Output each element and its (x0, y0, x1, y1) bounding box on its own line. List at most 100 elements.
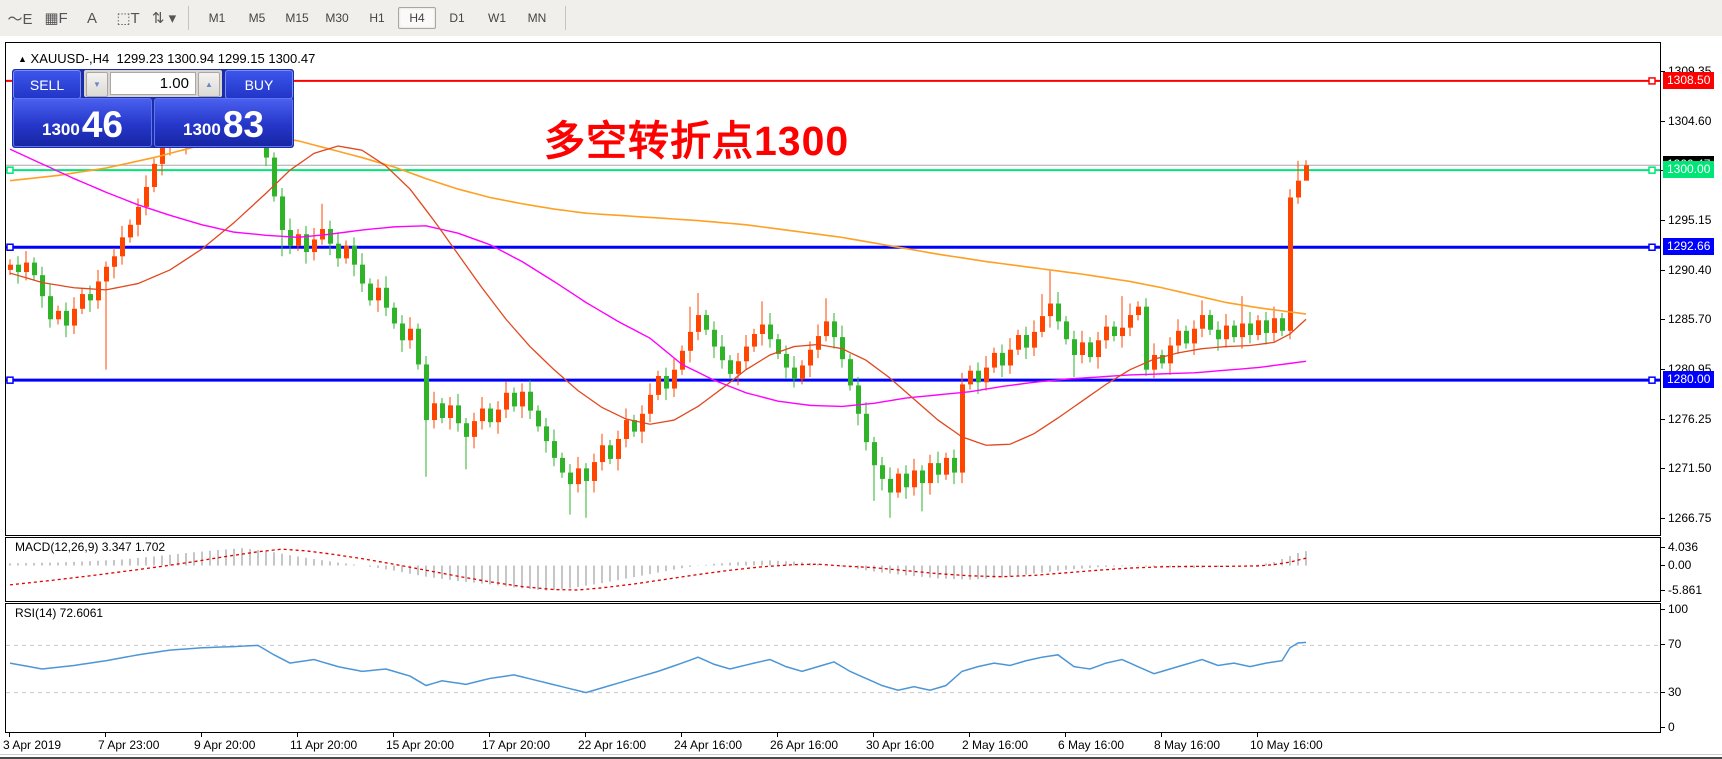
candle (928, 454, 933, 495)
time-axis-label: 22 Apr 16:00 (578, 738, 647, 752)
candle (536, 405, 541, 432)
time-axis-label: 17 Apr 20:00 (482, 738, 551, 752)
macd-pane-svg[interactable] (6, 538, 1660, 601)
sell-price-big: 46 (81, 104, 123, 145)
volume-increase-button[interactable]: ▲ (198, 72, 220, 97)
time-tick-mark (489, 733, 490, 737)
candle (656, 370, 661, 401)
candle (544, 417, 549, 453)
candle (1088, 337, 1093, 363)
candle (696, 293, 701, 341)
price-axis-label: 1304.60 (1668, 113, 1712, 128)
timeframe-button-mn[interactable]: MN (527, 11, 547, 25)
buy-button[interactable]: BUY (225, 70, 293, 99)
time-tick-mark (777, 733, 778, 737)
macd-pane[interactable]: MACD(12,26,9) 3.347 1.702 (5, 537, 1661, 602)
time-axis-label: 11 Apr 20:00 (290, 738, 358, 752)
timeframe-button-m1[interactable]: M1 (208, 11, 226, 25)
sell-button[interactable]: SELL (13, 70, 81, 99)
candle (1016, 329, 1021, 355)
text-label-icon[interactable]: A (86, 9, 97, 27)
volume-decrease-button[interactable]: ▼ (86, 72, 108, 97)
time-axis-label: 9 Apr 20:00 (194, 738, 256, 752)
cycles-icon[interactable]: ⇅ ▾ (151, 10, 177, 27)
price-tag-1280.00: 1280.00 (1663, 371, 1715, 389)
candle (1232, 320, 1237, 343)
timeframe-button-m30[interactable]: M30 (325, 11, 349, 25)
ma-fast-redorange (9, 145, 1307, 446)
text-box-icon[interactable]: ⬚T (116, 10, 140, 27)
axis-tick-mark (1661, 589, 1665, 591)
indicators-icon[interactable]: 〜E (7, 10, 33, 28)
candle (1256, 315, 1261, 341)
candle (1288, 189, 1293, 340)
volume-value[interactable]: 1.00 (110, 72, 196, 95)
candle (120, 225, 125, 265)
candle (1144, 298, 1149, 376)
candle (1056, 291, 1061, 330)
candle (16, 256, 21, 284)
candle (1304, 160, 1309, 181)
timeframe-button-d1[interactable]: D1 (449, 11, 465, 25)
candle (88, 285, 93, 312)
time-tick-mark (1161, 733, 1162, 737)
chart-title: ▲ XAUUSD-,H4 1299.23 1300.94 1299.15 130… (18, 51, 315, 66)
candle (664, 367, 669, 401)
candle (496, 401, 501, 434)
timeframe-button-m5[interactable]: M5 (248, 11, 266, 25)
price-axis-label: 1290.40 (1668, 262, 1712, 277)
candle (944, 452, 949, 480)
candle (752, 328, 757, 352)
candle (24, 251, 29, 281)
candle (1160, 349, 1165, 369)
candle (280, 188, 285, 257)
rsi-pane[interactable]: RSI(14) 72.6061 (5, 603, 1661, 733)
candle (80, 288, 85, 315)
line-anchor (1648, 243, 1656, 251)
collapse-triangle-icon[interactable]: ▲ (18, 54, 27, 64)
candle (688, 306, 693, 363)
candle (32, 257, 37, 281)
templates-grid-icon[interactable]: ▦F (44, 10, 68, 27)
price-axis-label: 1271.50 (1668, 461, 1712, 476)
timeframe-button-w1[interactable]: W1 (488, 11, 506, 25)
timeframe-button-h4[interactable]: H4 (398, 7, 436, 29)
candle (840, 325, 845, 368)
time-axis-label: 3 Apr 2019 (3, 738, 62, 752)
rsi-axis-label: 30 (1668, 684, 1682, 699)
sell-price-box[interactable]: 1300 46 (13, 98, 152, 147)
chart-window[interactable]: ▲ XAUUSD-,H4 1299.23 1300.94 1299.15 130… (0, 36, 1722, 759)
time-axis-label: 10 May 16:00 (1250, 738, 1323, 752)
axis-tick-mark (1661, 71, 1665, 72)
candle (1104, 315, 1109, 349)
time-axis-label: 2 May 16:00 (962, 738, 1029, 752)
line-anchor (6, 376, 14, 384)
candle (600, 433, 605, 471)
candle (1024, 326, 1029, 360)
candle (888, 467, 893, 518)
timeframe-button-h1[interactable]: H1 (369, 11, 385, 25)
line-anchor (6, 243, 14, 251)
buy-price-box[interactable]: 1300 83 (154, 98, 293, 147)
timeframe-button-m15[interactable]: M15 (285, 11, 309, 25)
toolbar: 〜E ▦F A ⬚T ⇅ ▾ M1 M5 M15 M30 H1 H4 D1 W1 MN (0, 0, 1722, 37)
candle (408, 317, 413, 349)
candle (1072, 330, 1077, 378)
candle (472, 412, 477, 449)
candle (112, 247, 117, 279)
time-axis-label: 7 Apr 23:00 (98, 738, 160, 752)
rsi-pane-svg[interactable] (6, 604, 1660, 732)
candle (584, 463, 589, 518)
candle (776, 333, 781, 360)
candle (616, 430, 621, 471)
candle (992, 347, 997, 373)
candle (1048, 270, 1053, 328)
buy-price-small: 1300 (183, 120, 221, 139)
candle (1248, 311, 1253, 344)
axis-tick-mark (1661, 418, 1665, 420)
rsi-axis-label: 70 (1668, 637, 1682, 652)
axis-tick-mark (1661, 220, 1665, 222)
rsi-axis-label: 100 (1668, 602, 1689, 616)
axis-tick-mark (1661, 564, 1665, 566)
price-pane[interactable]: ▲ XAUUSD-,H4 1299.23 1300.94 1299.15 130… (5, 42, 1661, 536)
